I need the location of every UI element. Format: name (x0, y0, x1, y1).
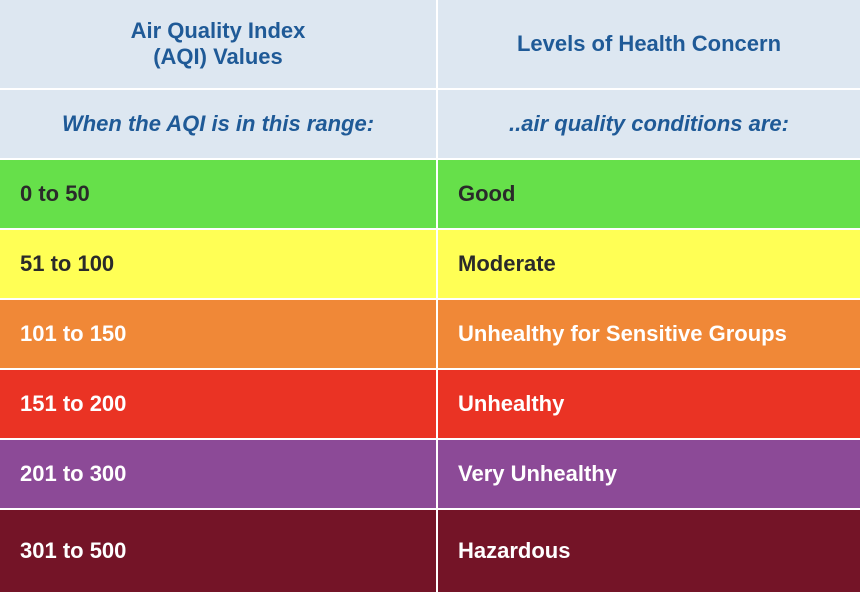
table-row-good-range: 0 to 50 (0, 160, 438, 230)
table-row-hazardous-range: 301 to 500 (0, 510, 438, 592)
column-header-health-concern: Levels of Health Concern (438, 0, 860, 90)
column-title-aqi-values: Air Quality Index (AQI) Values (130, 18, 306, 69)
subtitle-conditions: ..air quality conditions are: (509, 111, 789, 136)
range-value: 101 to 150 (20, 321, 127, 346)
table-row-sensitive-range: 101 to 150 (0, 300, 438, 370)
level-value: Hazardous (458, 538, 571, 563)
table-row-moderate-level: Moderate (438, 230, 860, 300)
range-value: 201 to 300 (20, 461, 127, 486)
level-value: Unhealthy (458, 391, 565, 416)
level-value: Very Unhealthy (458, 461, 617, 486)
level-value: Unhealthy for Sensitive Groups (458, 321, 787, 346)
level-value: Moderate (458, 251, 556, 276)
column-header-aqi-values: Air Quality Index (AQI) Values (0, 0, 438, 90)
table-row-very-unhealthy-range: 201 to 300 (0, 440, 438, 510)
table-row-hazardous-level: Hazardous (438, 510, 860, 592)
table-row-sensitive-level: Unhealthy for Sensitive Groups (438, 300, 860, 370)
range-value: 151 to 200 (20, 391, 127, 416)
subtitle-aqi-range: When the AQI is in this range: (61, 111, 375, 136)
column-title-health-concern: Levels of Health Concern (516, 31, 782, 56)
table-row-very-unhealthy-level: Very Unhealthy (438, 440, 860, 510)
table-row-unhealthy-level: Unhealthy (438, 370, 860, 440)
range-value: 0 to 50 (20, 181, 90, 206)
level-value: Good (458, 181, 516, 206)
subheader-aqi-range: When the AQI is in this range: (0, 90, 438, 160)
table-row-good-level: Good (438, 160, 860, 230)
table-row-unhealthy-range: 151 to 200 (0, 370, 438, 440)
range-value: 51 to 100 (20, 251, 115, 276)
subheader-conditions: ..air quality conditions are: (438, 90, 860, 160)
table-row-moderate-range: 51 to 100 (0, 230, 438, 300)
range-value: 301 to 500 (20, 538, 127, 563)
